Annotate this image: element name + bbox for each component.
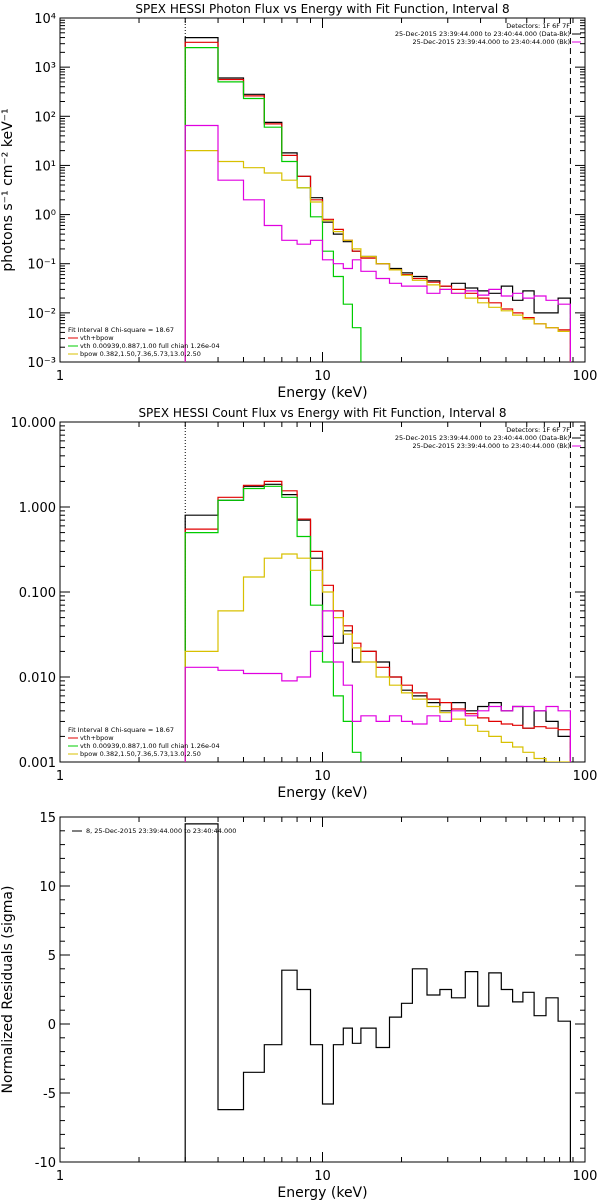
legend-bottom-left-entry: Fit Interval 8 Chi-square = 18.67 — [68, 326, 174, 334]
y-tick-label: 0.100 — [19, 586, 56, 601]
y-tick-label: 10⁻³ — [27, 356, 56, 371]
y-tick-label: 10⁻² — [27, 307, 56, 322]
y-axis-label: Normalized Residuals (sigma) — [0, 886, 16, 1094]
y-tick-label: 10.000 — [11, 416, 57, 431]
x-tick-label: 100 — [573, 1169, 598, 1184]
legend-top-right-entry: 25-Dec-2015 23:39:44.000 to 23:40:44.000… — [395, 434, 570, 442]
y-tick-label: 10⁴ — [34, 12, 56, 27]
x-tick-label: 1 — [56, 369, 64, 384]
series-bk — [184, 610, 571, 762]
legend-bottom-left-entry: vth 0.00939,0.887,1.00 full chian 1.26e-… — [80, 342, 220, 350]
y-tick-label: 15 — [39, 811, 56, 826]
series-vth — [184, 485, 362, 762]
y-tick-label: 1.000 — [19, 501, 56, 516]
y-tick-label: -5 — [43, 1087, 56, 1102]
legend-bottom-left-entry: bpow 0.382,1.50,7.36,5.73,13.0,2.50 — [80, 350, 201, 358]
x-axis-label: Energy (keV) — [277, 785, 367, 801]
legend-top-right-entry: 25-Dec-2015 23:39:44.000 to 23:40:44.000… — [413, 38, 571, 46]
series-bpow — [184, 553, 571, 762]
x-axis-label: Energy (keV) — [277, 385, 367, 401]
legend-bottom-left-entry: bpow 0.382,1.50,7.36,5.73,13.0,2.50 — [80, 750, 201, 758]
legend-top-right-entry: Detectors: 1F 6F 7F — [506, 426, 570, 434]
y-tick-label: 10¹ — [34, 159, 56, 174]
x-tick-label: 1 — [56, 769, 64, 784]
legend-bottom-left-entry: vth+bpow — [80, 734, 114, 742]
y-tick-label: 10³ — [34, 61, 56, 76]
y-tick-label: 0.010 — [19, 671, 56, 686]
legend-top-right-entry: 25-Dec-2015 23:39:44.000 to 23:40:44.000… — [413, 442, 571, 450]
y-tick-label: 10² — [34, 110, 56, 125]
y-tick-label: 10 — [39, 880, 56, 895]
x-axis-label: Energy (keV) — [277, 1185, 367, 1200]
y-tick-label: 5 — [48, 949, 56, 964]
y-tick-label: -10 — [35, 1156, 56, 1171]
series-residuals — [184, 823, 571, 1162]
y-tick-label: 10⁰ — [34, 209, 56, 224]
legend-bottom-left-entry: vth 0.00939,0.887,1.00 full chian 1.26e-… — [80, 742, 220, 750]
x-tick-label: 1 — [56, 1169, 64, 1184]
x-tick-label: 100 — [573, 769, 598, 784]
legend-bottom-left-entry: Fit Interval 8 Chi-square = 18.67 — [68, 726, 174, 734]
x-tick-label: 10 — [314, 1169, 331, 1184]
legend-bottom-left-entry: vth+bpow — [80, 334, 114, 342]
series-vth — [184, 47, 362, 362]
legend-top-right-entry: Detectors: 1F 6F 7F — [506, 22, 570, 30]
chart-title: SPEX HESSI Count Flux vs Energy with Fit… — [138, 406, 506, 420]
y-tick-label: 0 — [48, 1018, 56, 1033]
series-data-bk — [184, 483, 571, 762]
x-tick-label: 100 — [573, 369, 598, 384]
y-tick-label: 0.001 — [19, 756, 56, 771]
chart-title: SPEX HESSI Photon Flux vs Energy with Fi… — [135, 2, 509, 16]
series-bpow — [184, 150, 571, 362]
legend-top-right-entry: 25-Dec-2015 23:39:44.000 to 23:40:44.000… — [395, 30, 570, 38]
series-vth-bpow — [184, 480, 571, 762]
y-axis-label: photons s⁻¹ cm⁻² keV⁻¹ — [0, 108, 16, 271]
x-tick-label: 10 — [314, 369, 331, 384]
x-tick-label: 10 — [314, 769, 331, 784]
y-tick-label: 10⁻¹ — [27, 258, 56, 273]
series-bk — [184, 124, 571, 362]
legend-top-left-entry: 8, 25-Dec-2015 23:39:44.000 to 23:40:44.… — [86, 827, 236, 835]
